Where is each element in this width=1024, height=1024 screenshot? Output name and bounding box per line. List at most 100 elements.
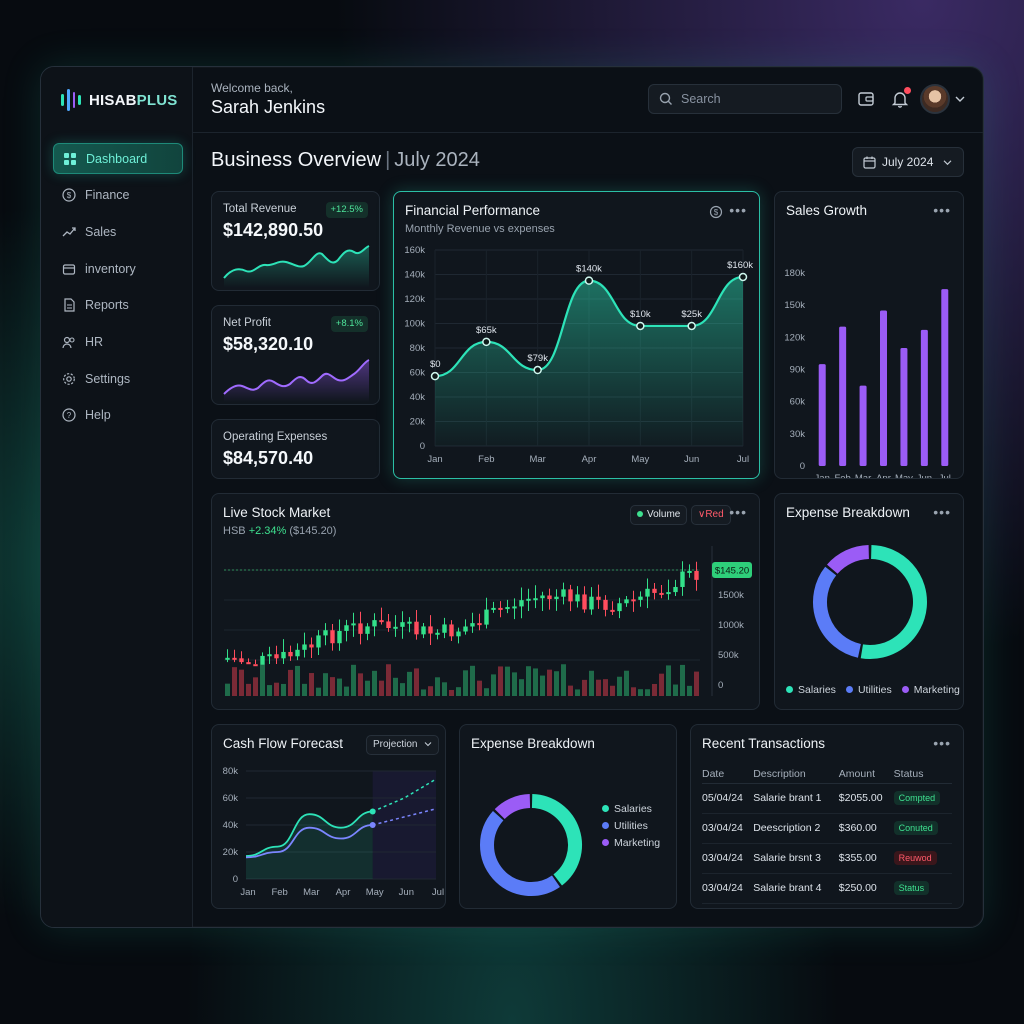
- candle-body[interactable]: [407, 621, 412, 624]
- candle-body[interactable]: [302, 644, 307, 650]
- kpi-card-expenses[interactable]: Operating Expenses $84,570.40: [211, 419, 380, 479]
- column-header[interactable]: Date: [702, 765, 754, 784]
- candle-body[interactable]: [519, 600, 524, 607]
- sidebar-item-dashboard[interactable]: Dashboard: [53, 143, 183, 174]
- sidebar-item-help[interactable]: ? Help: [53, 400, 183, 431]
- search-box[interactable]: [648, 84, 842, 114]
- kpi-card-profit[interactable]: Net Profit $58,320.10 +8.1%: [211, 305, 380, 405]
- chevron-down-icon[interactable]: [955, 95, 965, 103]
- candle-body[interactable]: [582, 594, 587, 610]
- candle-body[interactable]: [673, 586, 678, 593]
- candle-body[interactable]: [547, 595, 552, 600]
- candle-body[interactable]: [687, 570, 692, 573]
- sidebar-item-sales[interactable]: Sales: [53, 216, 183, 247]
- projection-dropdown[interactable]: Projection: [366, 735, 440, 755]
- candle-body[interactable]: [309, 644, 314, 648]
- candle-body[interactable]: [344, 625, 349, 631]
- candle-body[interactable]: [561, 589, 566, 597]
- dollar-icon[interactable]: $: [709, 205, 723, 219]
- donut-slice[interactable]: [480, 811, 560, 896]
- bar[interactable]: [880, 310, 887, 466]
- candle-body[interactable]: [260, 655, 265, 665]
- candle-body[interactable]: [449, 624, 454, 637]
- avatar[interactable]: [920, 84, 950, 114]
- bar[interactable]: [900, 348, 908, 466]
- brand[interactable]: HISABPLUS: [61, 89, 177, 111]
- red-toggle[interactable]: ∨Red: [691, 505, 731, 525]
- candle-body[interactable]: [442, 624, 447, 633]
- date-picker[interactable]: July 2024: [852, 147, 964, 177]
- candle-body[interactable]: [603, 599, 608, 610]
- candle-body[interactable]: [295, 649, 300, 657]
- candle-body[interactable]: [239, 658, 244, 663]
- candle-body[interactable]: [232, 657, 237, 660]
- candle-body[interactable]: [274, 654, 279, 659]
- candle-body[interactable]: [554, 596, 559, 600]
- candle-body[interactable]: [281, 651, 286, 659]
- candle-body[interactable]: [288, 651, 293, 657]
- candle-body[interactable]: [337, 630, 342, 644]
- donut-slice[interactable]: [531, 794, 582, 886]
- column-header[interactable]: Description: [753, 765, 839, 784]
- data-point[interactable]: [636, 321, 645, 331]
- candle-body[interactable]: [386, 621, 391, 629]
- more-options-icon[interactable]: •••: [729, 504, 747, 520]
- donut-slice[interactable]: [494, 794, 531, 820]
- search-input[interactable]: [681, 92, 831, 106]
- candle-body[interactable]: [596, 596, 601, 600]
- table-row[interactable]: 03/04/24 Deescription 2 $360.00 Conuted: [702, 813, 952, 844]
- candle-body[interactable]: [533, 598, 538, 601]
- candle-body[interactable]: [491, 607, 496, 610]
- data-point[interactable]: [430, 371, 440, 381]
- bar[interactable]: [859, 385, 867, 466]
- bar[interactable]: [941, 289, 949, 466]
- data-point[interactable]: [584, 276, 594, 285]
- candle-body[interactable]: [575, 594, 580, 602]
- candle-body[interactable]: [484, 609, 489, 625]
- candle-body[interactable]: [393, 626, 398, 629]
- candle-body[interactable]: [323, 630, 328, 636]
- candle-body[interactable]: [512, 606, 517, 609]
- candle-body[interactable]: [610, 609, 615, 612]
- candle-body[interactable]: [526, 598, 531, 601]
- candle-body[interactable]: [631, 599, 636, 602]
- candle-body[interactable]: [568, 589, 573, 602]
- candle-body[interactable]: [477, 623, 482, 626]
- candle-body[interactable]: [680, 571, 685, 587]
- candle-body[interactable]: [400, 622, 405, 627]
- bell-icon[interactable]: [890, 87, 911, 109]
- bar[interactable]: [839, 326, 847, 466]
- donut-slice[interactable]: [827, 545, 870, 575]
- candle-body[interactable]: [589, 596, 594, 610]
- candle-body[interactable]: [456, 631, 461, 637]
- candle-body[interactable]: [414, 621, 419, 635]
- candle-body[interactable]: [463, 626, 468, 632]
- candle-body[interactable]: [365, 626, 370, 634]
- more-options-icon[interactable]: •••: [933, 735, 951, 751]
- sidebar-item-inventory[interactable]: inventory: [53, 253, 183, 284]
- table-row[interactable]: 03/04/24 Salarie brant 4 $250.00 Status: [702, 873, 952, 904]
- candle-body[interactable]: [617, 603, 622, 612]
- column-header[interactable]: Amount: [838, 765, 894, 784]
- candle-body[interactable]: [330, 630, 335, 644]
- candle-body[interactable]: [358, 623, 363, 634]
- data-point[interactable]: [369, 808, 376, 815]
- more-options-icon[interactable]: •••: [933, 202, 951, 218]
- candle-body[interactable]: [624, 599, 629, 604]
- data-point[interactable]: [482, 337, 491, 347]
- sidebar-item-settings[interactable]: Settings: [53, 363, 183, 394]
- candle-body[interactable]: [435, 632, 440, 635]
- candle-body[interactable]: [421, 626, 426, 635]
- donut-slice[interactable]: [813, 566, 862, 658]
- candle-body[interactable]: [652, 588, 657, 593]
- table-row[interactable]: 05/04/24 Salarie brant 1 $2055.00 Compted: [702, 783, 952, 814]
- bar[interactable]: [920, 329, 928, 466]
- sidebar-item-hr[interactable]: HR: [53, 326, 183, 357]
- volume-toggle[interactable]: Volume: [630, 505, 688, 525]
- candle-body[interactable]: [225, 657, 230, 660]
- sidebar-item-reports[interactable]: Reports: [53, 290, 183, 321]
- candle-body[interactable]: [470, 623, 475, 627]
- candle-body[interactable]: [694, 570, 699, 580]
- more-options-icon[interactable]: •••: [933, 504, 951, 520]
- candle-body[interactable]: [246, 662, 251, 665]
